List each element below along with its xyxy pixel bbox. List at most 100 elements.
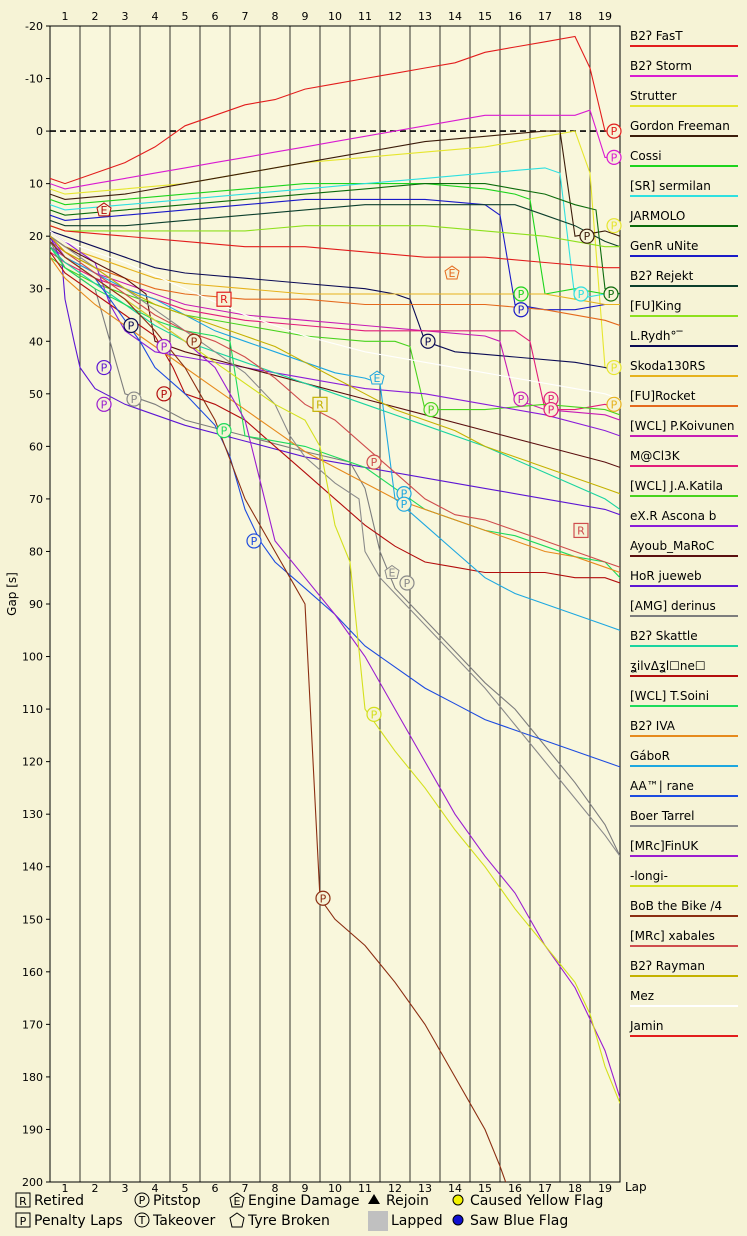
blue-dot-key-icon xyxy=(452,1214,464,1226)
y-tick-label: 110 xyxy=(22,703,43,716)
pitstop-marker-letter: P xyxy=(161,341,168,354)
engine-damage-marker-letter: E xyxy=(389,566,396,579)
x-tick-label-bottom: 9 xyxy=(302,1182,309,1195)
pitstop-marker-letter: P xyxy=(518,393,525,406)
legend-entry-name: B2ʔ Skattle xyxy=(630,629,698,643)
legend-entry-name: Boer Tarrel xyxy=(630,809,695,823)
y-tick-label: 40 xyxy=(29,335,43,348)
pitstop-marker-letter: P xyxy=(428,404,435,417)
pitstop-marker xyxy=(513,286,529,302)
pitstop-marker-letter: P xyxy=(401,488,408,501)
x-axis-label: Lap xyxy=(625,1180,647,1194)
y-tick-label: 140 xyxy=(22,861,43,874)
engine-damage-marker xyxy=(96,202,112,217)
pitstop-marker-letter: P xyxy=(608,288,615,301)
x-tick-label-bottom: 11 xyxy=(358,1182,372,1195)
pitstop-marker xyxy=(579,228,595,244)
series-line-8 xyxy=(50,198,620,311)
legend-entry-name: Cossi xyxy=(630,149,662,163)
legend-entry-name: [WCL] J.A.Katila xyxy=(630,479,723,493)
x-tick-label-bottom: 6 xyxy=(212,1182,219,1195)
legend-entry-name: eX.R Ascona b xyxy=(630,509,716,523)
key-label: Pitstop xyxy=(153,1193,201,1209)
pitstop-marker-letter: P xyxy=(611,398,618,411)
x-tick-label-bottom: 17 xyxy=(538,1182,552,1195)
legend-entry-name: [SR] sermilan xyxy=(630,179,711,193)
x-tick-label-top: 12 xyxy=(388,10,402,23)
series-line-19 xyxy=(50,235,620,516)
legend-entry-name: [WCL] P.Koivunen xyxy=(630,419,735,433)
engine-damage-marker-letter: E xyxy=(449,267,456,280)
pitstop-marker-letter: P xyxy=(221,425,228,438)
yellow-dot-key-icon xyxy=(452,1194,464,1206)
pitstop-marker xyxy=(606,218,622,234)
legend-entry-name: B2ʔ Rejekt xyxy=(630,269,694,283)
retired-marker-letter: R xyxy=(220,293,228,306)
key-label: Caused Yellow Flag xyxy=(470,1193,603,1209)
legend-entry-name: AA™| rane xyxy=(630,779,694,793)
key-label: Retired xyxy=(34,1193,84,1209)
pitstop-marker xyxy=(186,333,202,349)
pitstop-marker-letter: P xyxy=(191,335,198,348)
y-tick-label: 80 xyxy=(29,545,43,558)
y-tick-label: 10 xyxy=(29,178,43,191)
tyre-key-icon xyxy=(229,1212,245,1228)
plot-background xyxy=(49,25,621,1183)
pitstop-marker xyxy=(399,575,415,591)
pitstop-marker xyxy=(420,333,436,349)
pitstop-marker xyxy=(513,302,529,318)
legend-entry-name: Strutter xyxy=(630,89,677,103)
pitstop-marker xyxy=(96,396,112,412)
series-line-24 xyxy=(50,256,620,574)
legend-entry-name: GenR uNite xyxy=(630,239,698,253)
pitstop-marker xyxy=(423,401,439,418)
series-line-23 xyxy=(50,246,620,579)
legend-entry-name: ʓilvΔʓl☐ne☐ xyxy=(630,659,706,673)
pitstop-marker-letter: P xyxy=(101,398,108,411)
legend-entry-name: B2ʔ IVA xyxy=(630,719,676,733)
x-tick-label-top: 10 xyxy=(328,10,342,23)
axis-ticks: -20-100102030405060708090100110120130140… xyxy=(22,10,612,1195)
legend-entry-name: JARMOLO xyxy=(629,209,685,223)
x-tick-label-bottom: 2 xyxy=(92,1182,99,1195)
x-tick-label-top: 11 xyxy=(358,10,372,23)
series-line-7 xyxy=(50,183,620,295)
y-tick-label: 190 xyxy=(22,1123,43,1136)
y-tick-label: 160 xyxy=(22,966,43,979)
series-line-12 xyxy=(50,235,620,306)
legend-entry-name: Gordon Freeman xyxy=(630,119,730,133)
x-tick-label-bottom: 1 xyxy=(62,1182,69,1195)
engine-damage-marker-letter: E xyxy=(101,204,108,217)
pitstop-marker-letter: P xyxy=(611,125,618,138)
y-tick-label: 150 xyxy=(22,913,43,926)
retired-marker-letter: R xyxy=(316,398,324,411)
pitstop-marker xyxy=(606,359,622,376)
series-line-34 xyxy=(50,225,620,269)
series-line-25 xyxy=(50,241,620,631)
pitstop-marker xyxy=(573,286,589,302)
legend-entry-name: HoR jueweb xyxy=(630,569,702,583)
legend: B2ʔ FasT B2ʔ Storm Strutter Gordon Freeman C… xyxy=(629,29,738,1037)
pitstop-marker-letter: P xyxy=(518,304,525,317)
x-tick-label-top: 15 xyxy=(478,10,492,23)
series-line-31 xyxy=(50,235,620,568)
x-tick-label-top: 16 xyxy=(508,10,522,23)
pitstop-marker-letter: P xyxy=(161,388,168,401)
R-key-icon-letter: R xyxy=(19,1195,27,1208)
series-line-13 xyxy=(50,240,620,327)
series-line-33 xyxy=(50,230,620,400)
pitstop-marker-letter: P xyxy=(611,151,618,164)
pitstop-marker xyxy=(246,533,262,549)
legend-entry-name: -longi- xyxy=(630,869,668,883)
engine-damage-marker xyxy=(444,265,460,280)
pitstop-marker xyxy=(543,401,559,418)
series-line-22 xyxy=(50,251,620,584)
legend-entry-name: [FU]King xyxy=(630,299,681,313)
pitstop-marker xyxy=(606,123,622,139)
legend-entry-name: [MRc]FinUK xyxy=(630,839,699,853)
y-tick-label: 90 xyxy=(29,598,43,611)
P-key-icon-letter: P xyxy=(139,1194,146,1207)
R-key-icon xyxy=(15,1192,31,1208)
pitstop-marker-letter: P xyxy=(371,456,378,469)
E-key-icon-letter: E xyxy=(234,1195,241,1208)
